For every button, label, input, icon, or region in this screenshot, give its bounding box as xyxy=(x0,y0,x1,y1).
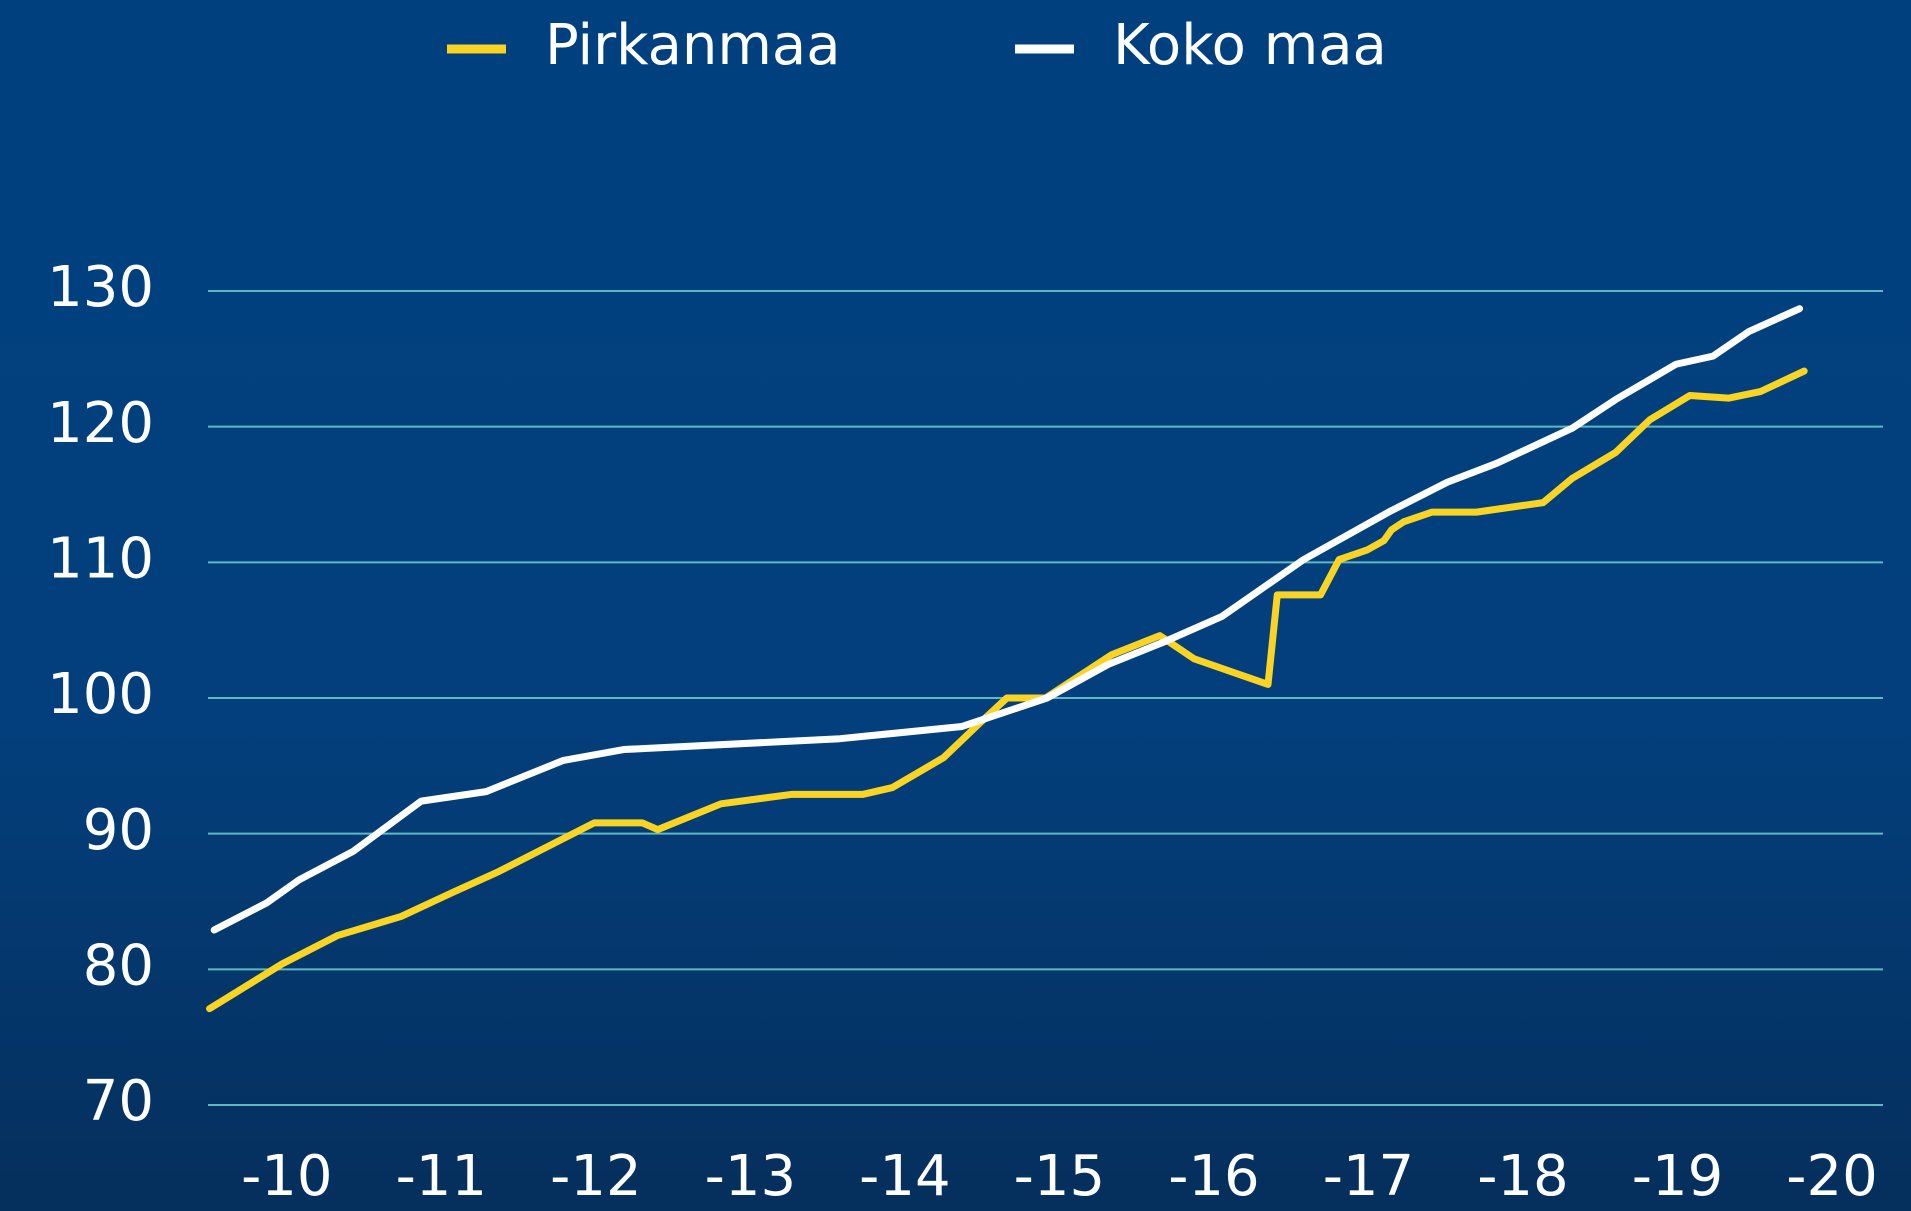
x-tick-label: -10 xyxy=(241,1144,332,1209)
x-tick-label: -19 xyxy=(1632,1144,1723,1209)
x-tick-label: -15 xyxy=(1014,1144,1105,1209)
y-tick-label: 130 xyxy=(47,255,154,320)
y-tick-label: 90 xyxy=(83,798,154,863)
x-tick-label: -12 xyxy=(550,1144,641,1209)
legend-label: Koko maa xyxy=(1113,13,1387,78)
legend-label: Pirkanmaa xyxy=(545,13,841,78)
x-tick-label: -14 xyxy=(859,1144,950,1209)
line xyxy=(206,367,1808,1013)
x-tick-label: -18 xyxy=(1477,1144,1568,1209)
line xyxy=(210,305,1804,934)
y-tick-label: 100 xyxy=(47,662,154,727)
y-tick-label: 70 xyxy=(83,1069,154,1134)
y-tick-label: 80 xyxy=(83,933,154,998)
y-tick-label: 120 xyxy=(47,391,154,456)
x-tick-label: -20 xyxy=(1786,1144,1877,1209)
x-tick-label: -16 xyxy=(1168,1144,1259,1209)
x-tick-label: -13 xyxy=(705,1144,796,1209)
x-tick-label: -17 xyxy=(1323,1144,1414,1209)
x-tick-label: -11 xyxy=(396,1144,487,1209)
y-tick-label: 110 xyxy=(47,526,154,591)
